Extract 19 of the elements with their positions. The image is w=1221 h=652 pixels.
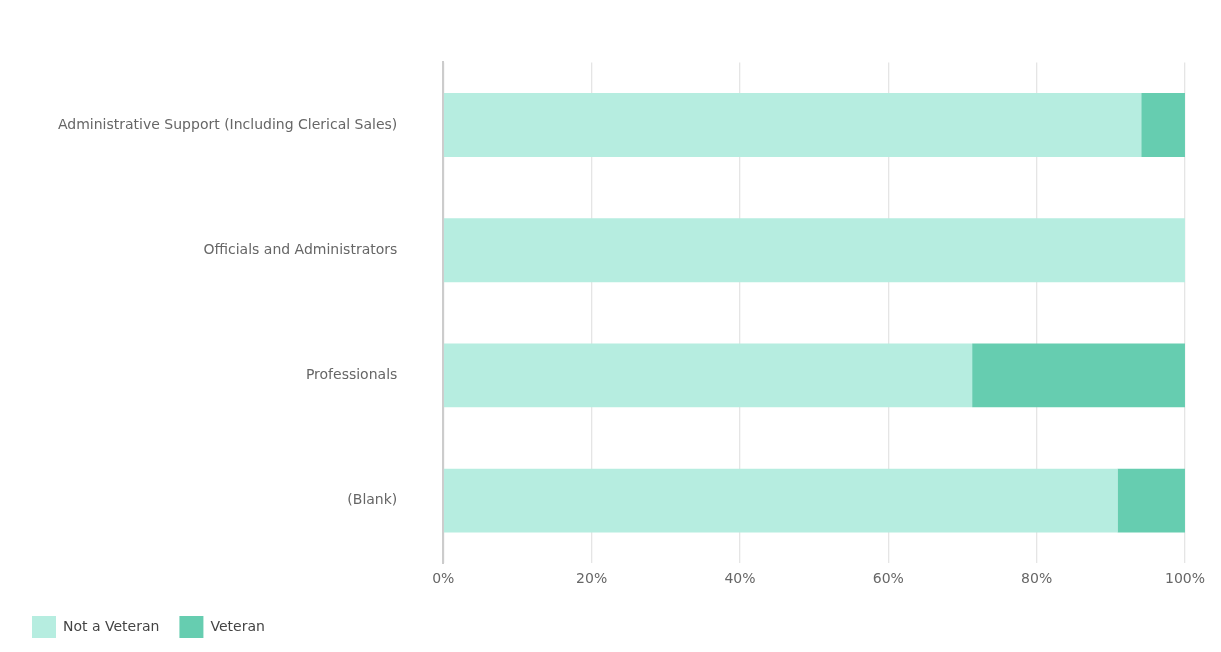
bar bbox=[443, 343, 973, 408]
y-tick-label: Administrative Support (Including Clerical Sales) bbox=[57, 115, 398, 132]
bar bbox=[443, 218, 1185, 283]
y-tick-label: (Blank) bbox=[347, 491, 398, 508]
bar bbox=[1117, 468, 1185, 533]
x-tick-label: 60% bbox=[872, 570, 904, 587]
x-tick-label: 40% bbox=[724, 570, 756, 587]
y-tick-label: Professionals bbox=[305, 366, 398, 383]
bar bbox=[443, 93, 1142, 157]
x-tick-label: 0% bbox=[432, 570, 455, 587]
bar bbox=[972, 343, 1185, 408]
x-tick-label: 100% bbox=[1164, 570, 1205, 587]
y-tick-label: Officials and Administrators bbox=[203, 240, 398, 257]
x-tick-label: 80% bbox=[1021, 570, 1053, 587]
x-tick-label: 20% bbox=[576, 570, 608, 587]
legend-label: Veteran bbox=[210, 617, 265, 634]
legend-label: Not a Veteran bbox=[63, 617, 160, 634]
bar bbox=[443, 468, 1118, 533]
bar bbox=[1141, 93, 1185, 157]
